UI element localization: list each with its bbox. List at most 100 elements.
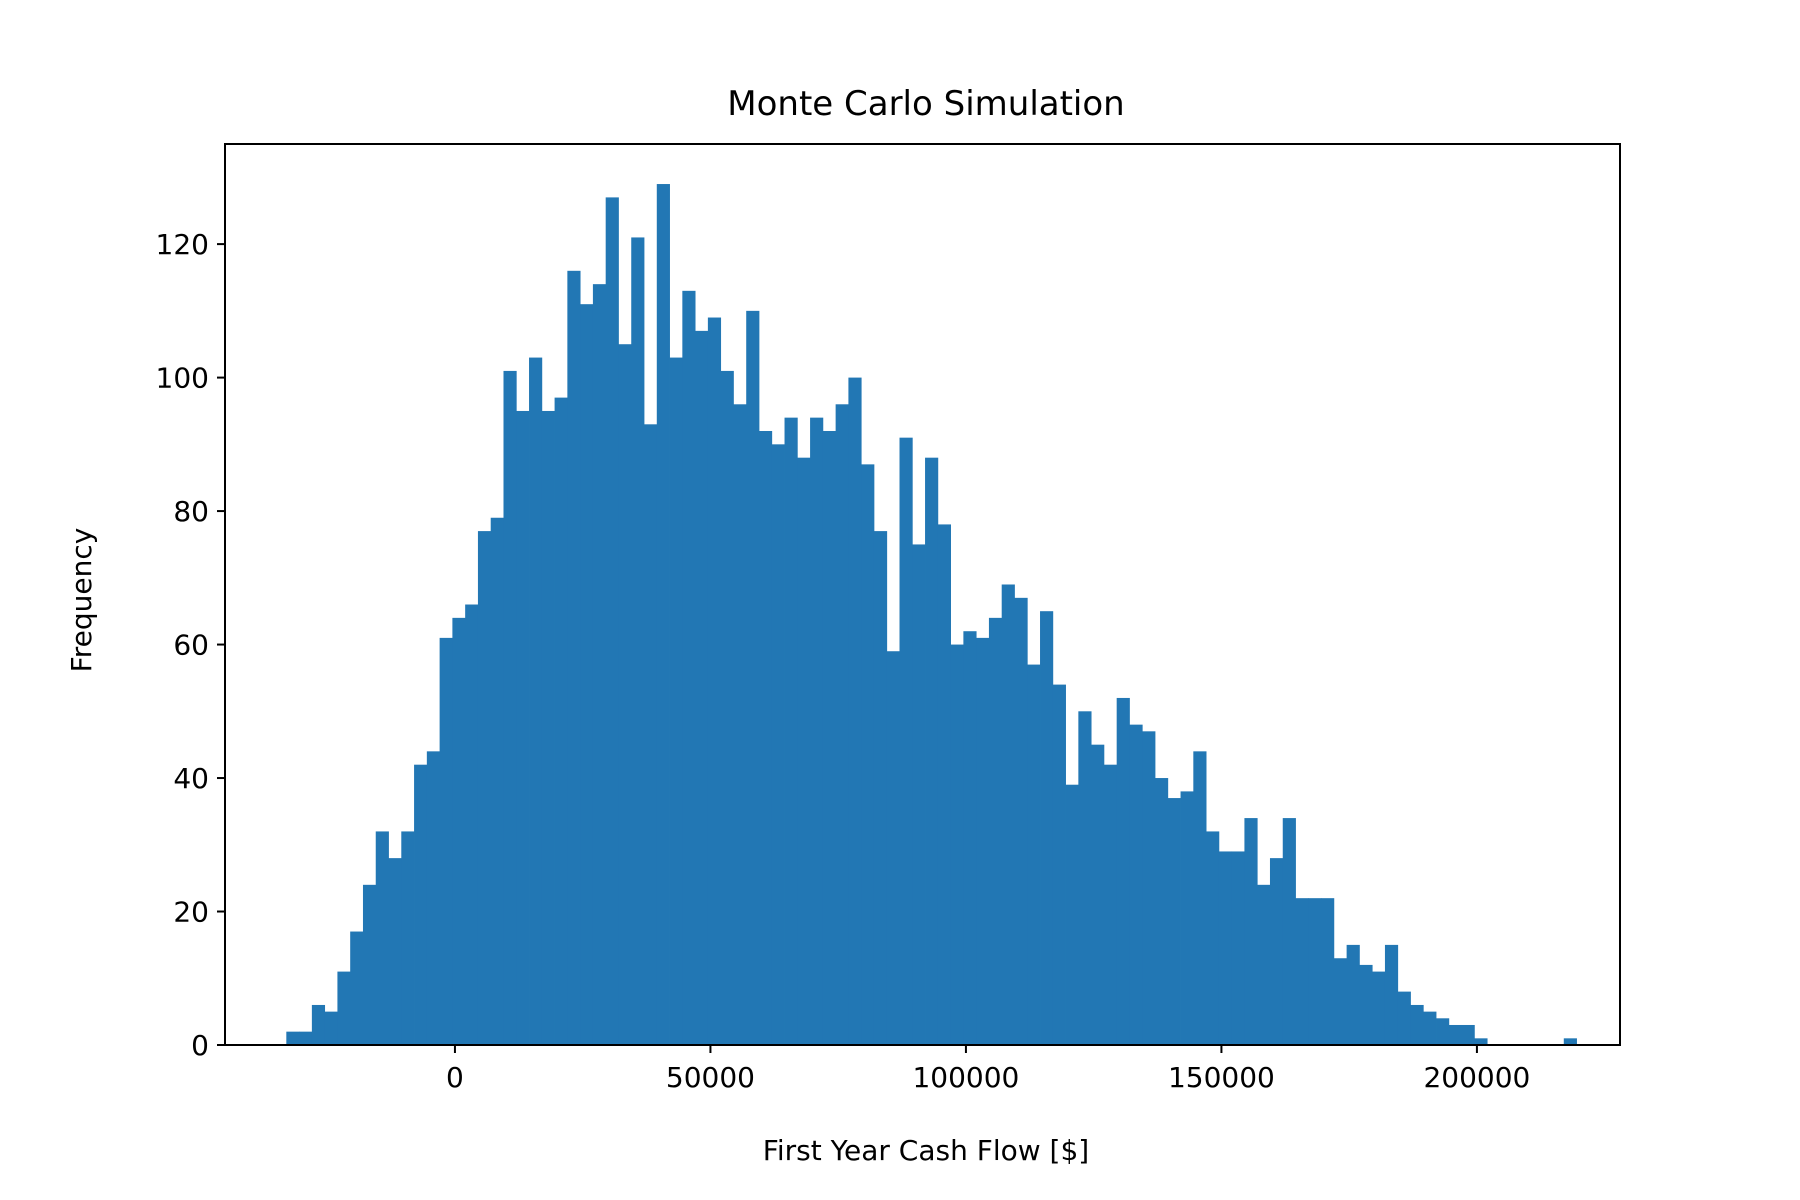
histogram-bar [886, 651, 900, 1045]
y-tick-label: 0 [191, 1029, 209, 1062]
histogram-bar [695, 330, 709, 1045]
x-tick-label: 150000 [1168, 1061, 1275, 1094]
histogram-bar [1206, 831, 1220, 1045]
histogram-bar [1218, 851, 1233, 1045]
histogram-bar [784, 417, 798, 1045]
histogram-bar [618, 344, 632, 1046]
histogram-bar [797, 457, 811, 1045]
histogram-bar [337, 971, 351, 1045]
histogram-bar [1333, 958, 1348, 1045]
histogram-bar [465, 604, 479, 1045]
histogram-bar [1372, 971, 1386, 1045]
histogram-bar [1155, 778, 1169, 1045]
histogram-bar [656, 184, 670, 1046]
plot-frame [224, 143, 1621, 1046]
histogram-bar [1193, 751, 1207, 1045]
histogram-bar [299, 1031, 313, 1045]
histogram-bar [1321, 898, 1335, 1045]
histogram-bar [1308, 898, 1322, 1045]
histogram-bar [1129, 724, 1143, 1045]
histogram-bar [1244, 818, 1258, 1045]
histogram-bar [350, 931, 364, 1045]
histogram-bar [1116, 697, 1130, 1045]
histogram-bar [669, 357, 683, 1045]
histogram-bar [937, 524, 951, 1045]
x-tick-label: 0 [446, 1061, 464, 1094]
histogram-bar [925, 457, 939, 1045]
x-tick-label: 100000 [912, 1061, 1019, 1094]
x-axis-label: First Year Cash Flow [$] [763, 1134, 1089, 1167]
histogram-bar [311, 1004, 326, 1045]
histogram-bar [1448, 1024, 1462, 1045]
histogram-bars [286, 184, 1577, 1046]
histogram-bar [426, 751, 441, 1045]
histogram-bar [912, 544, 926, 1045]
histogram-bar [452, 617, 466, 1045]
histogram-bar [401, 831, 415, 1045]
histogram-bar [1231, 851, 1245, 1045]
histogram-bar [822, 430, 837, 1045]
histogram-bar [541, 410, 555, 1046]
histogram-bar [771, 444, 785, 1046]
histogram-bar [529, 357, 543, 1045]
histogram-bar [1563, 1038, 1577, 1045]
histogram-bar [1014, 597, 1028, 1045]
chart-title: Monte Carlo Simulation [727, 84, 1124, 124]
histogram-bar [439, 637, 453, 1045]
histogram-bar [592, 284, 607, 1045]
histogram-bar [988, 617, 1003, 1045]
histogram-bar [1027, 664, 1041, 1045]
histogram-bar [1461, 1024, 1475, 1045]
histogram-bar [1180, 791, 1194, 1045]
histogram-bar [503, 370, 517, 1045]
histogram-bar [1052, 684, 1066, 1045]
histogram-bar [746, 310, 760, 1046]
y-tick-label: 60 [173, 629, 209, 662]
histogram-bar [1384, 944, 1399, 1045]
y-tick-label: 80 [173, 495, 209, 528]
histogram-bar [1142, 731, 1156, 1045]
histogram-bar [362, 884, 377, 1045]
histogram-bar [1103, 764, 1118, 1045]
histogram-bar [848, 377, 862, 1046]
histogram-bar [976, 637, 990, 1045]
y-tick-label: 100 [156, 362, 209, 395]
histogram-bar [720, 370, 734, 1045]
histogram-bar [1257, 884, 1271, 1045]
histogram-bar [1397, 991, 1411, 1045]
histogram-bar [1436, 1018, 1450, 1045]
histogram-bar [286, 1031, 300, 1045]
histogram-bar [899, 437, 913, 1045]
histogram-bar [1091, 744, 1105, 1045]
histogram-bar [516, 410, 530, 1046]
histogram-bar [580, 304, 594, 1045]
histogram-bar [324, 1011, 338, 1045]
y-tick-label: 120 [156, 228, 209, 261]
histogram-bar [1346, 944, 1360, 1045]
histogram-bar [861, 464, 875, 1045]
histogram-bar [1359, 964, 1373, 1045]
histogram-bar [567, 270, 581, 1045]
histogram-bar [733, 404, 747, 1045]
histogram-bar [1078, 711, 1092, 1045]
histogram-bar [375, 831, 389, 1045]
y-axis: 0 20 40 60 80 100 120 [156, 228, 225, 1062]
histogram-bar [1295, 898, 1309, 1045]
y-axis-label: Frequency [65, 528, 98, 673]
histogram-bar [388, 858, 402, 1045]
histogram-bar [810, 417, 824, 1045]
histogram-bar [1410, 1004, 1424, 1045]
histogram-bar [605, 197, 619, 1045]
x-axis: 0 50000 100000 150000 200000 [446, 1045, 1530, 1094]
histogram-bar [1167, 798, 1181, 1045]
histogram-bar [873, 531, 888, 1045]
histogram-bar [1065, 784, 1079, 1045]
histogram-bar [1423, 1011, 1437, 1045]
histogram-bar [1474, 1038, 1488, 1045]
histogram-bar [644, 424, 658, 1045]
histogram-bar [477, 531, 492, 1045]
y-tick-label: 20 [173, 896, 209, 929]
histogram-bar [1040, 611, 1054, 1045]
histogram-bar [963, 631, 977, 1045]
